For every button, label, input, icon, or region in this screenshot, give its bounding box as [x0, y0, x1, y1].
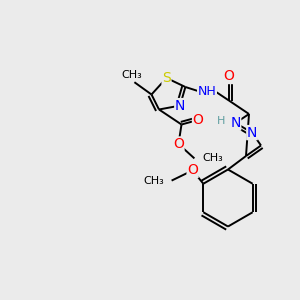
Text: CH₃: CH₃ [203, 153, 224, 164]
Text: N: N [247, 126, 257, 140]
Text: CH₃: CH₃ [121, 70, 142, 80]
Text: O: O [224, 70, 234, 83]
Text: N: N [175, 99, 185, 112]
Text: O: O [173, 137, 184, 151]
Text: S: S [162, 71, 171, 85]
Text: N: N [230, 116, 241, 130]
Text: O: O [187, 164, 198, 177]
Text: NH: NH [198, 85, 216, 98]
Text: CH₃: CH₃ [143, 176, 164, 186]
Text: H: H [217, 116, 225, 127]
Text: O: O [193, 113, 203, 127]
